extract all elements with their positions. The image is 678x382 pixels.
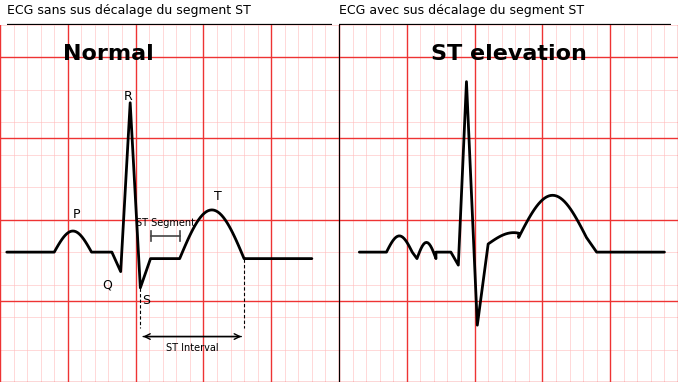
Text: ST elevation: ST elevation — [431, 44, 586, 64]
Text: S: S — [142, 294, 150, 308]
Text: Normal: Normal — [63, 44, 154, 64]
Text: ECG avec sus décalage du segment ST: ECG avec sus décalage du segment ST — [339, 4, 584, 17]
Text: ST Interval: ST Interval — [166, 343, 218, 353]
Text: ECG sans sus décalage du segment ST: ECG sans sus décalage du segment ST — [7, 4, 251, 17]
Text: ST Segment: ST Segment — [136, 218, 195, 228]
Text: R: R — [123, 90, 132, 103]
Text: Q: Q — [102, 278, 113, 291]
Text: P: P — [73, 208, 80, 221]
Text: T: T — [214, 190, 221, 203]
